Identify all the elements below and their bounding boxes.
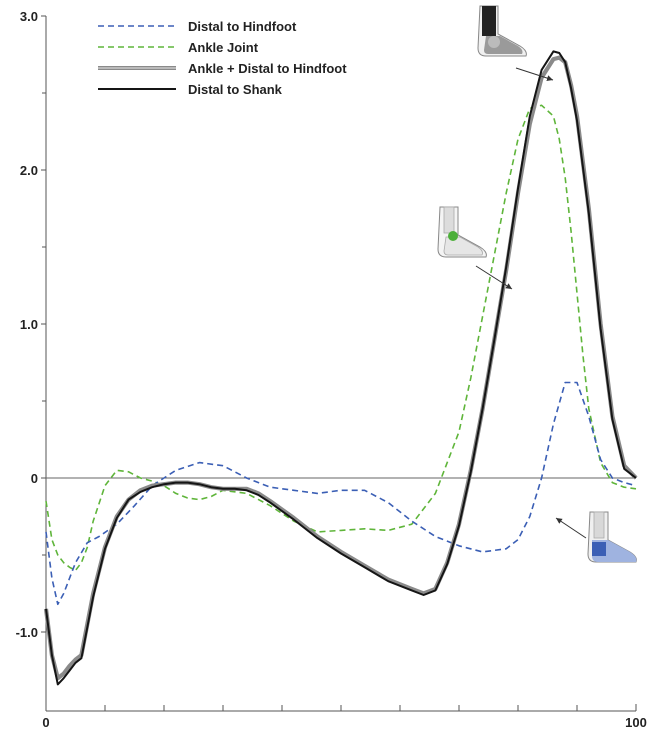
- y-tick-label: 3.0: [20, 9, 38, 24]
- legend-label-distal-to-shank: Distal to Shank: [188, 82, 283, 97]
- legend: Distal to Hindfoot Ankle Joint Ankle + D…: [98, 19, 347, 97]
- hindfoot-foot-icon: [587, 511, 637, 563]
- shank-foot-icon: [477, 5, 527, 57]
- legend-label-ankle-plus-hindfoot: Ankle + Distal to Hindfoot: [188, 61, 347, 76]
- ankle-joint-foot-icon: [437, 206, 487, 258]
- ankle-joint-foot-arrow: [475, 265, 513, 290]
- hindfoot-foot-arrow: [555, 517, 587, 539]
- legend-label-ankle-joint: Ankle Joint: [188, 40, 259, 55]
- legend-label-distal-to-hindfoot: Distal to Hindfoot: [188, 19, 297, 34]
- shank-foot-arrow: [515, 67, 554, 82]
- series-line-distal-to-hindfoot: [45, 381, 637, 606]
- series-line-ankle-joint: [45, 104, 637, 572]
- series-line-distal-to-shank: [45, 50, 637, 686]
- y-tick-label: 2.0: [20, 163, 38, 178]
- x-tick-label: 100: [625, 715, 647, 730]
- axes: 3.0 2.0 1.0 0 -1.0 0 100: [16, 9, 647, 730]
- y-tick-label: 1.0: [20, 317, 38, 332]
- ticks: 3.0 2.0 1.0 0 -1.0 0 100: [16, 9, 647, 730]
- series-line-ankle-distal-to-hindfoot: [43, 55, 638, 681]
- y-tick-label: 0: [31, 471, 38, 486]
- x-tick-label: 0: [42, 715, 49, 730]
- y-tick-label: -1.0: [16, 625, 38, 640]
- series-group: [43, 50, 638, 686]
